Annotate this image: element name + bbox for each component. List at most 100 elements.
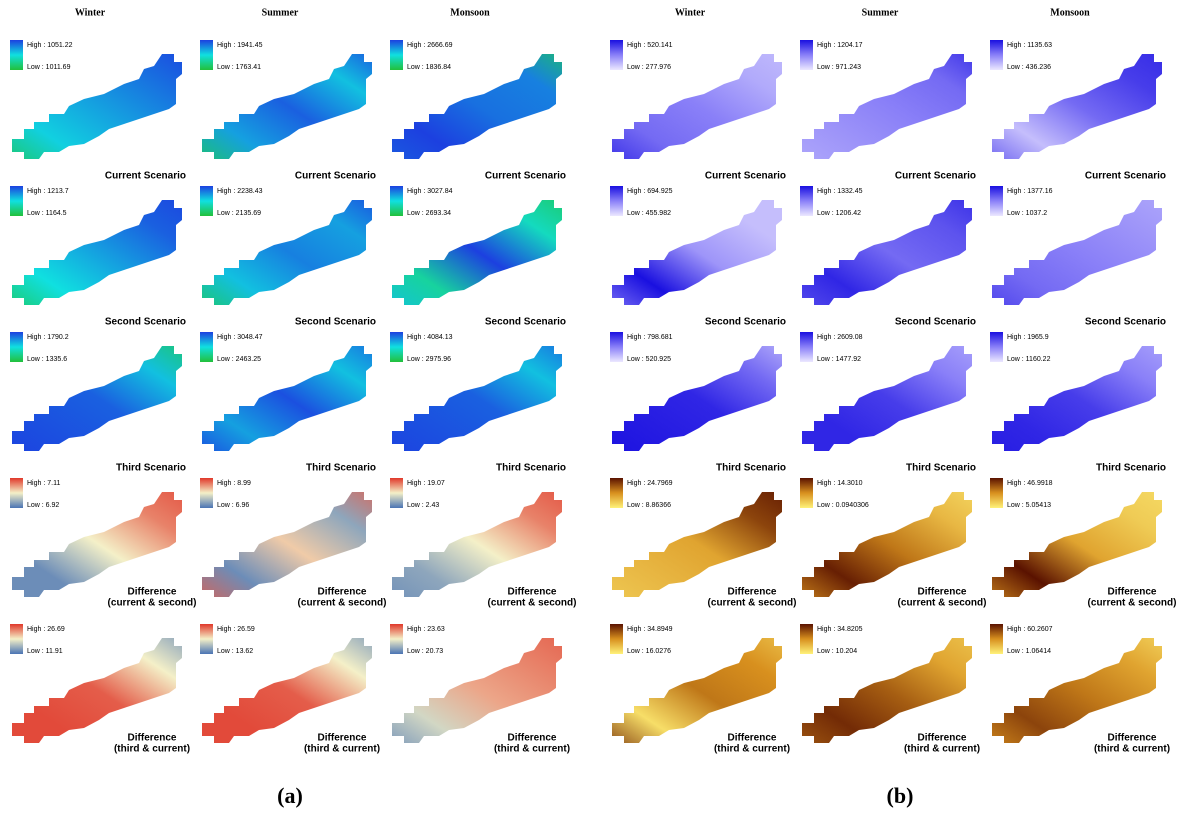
legend-swatch <box>800 332 813 362</box>
legend-high: High : 3027.84 <box>407 188 453 195</box>
legend-low: Low : 0.0940306 <box>817 502 869 509</box>
legend-swatch <box>990 478 1003 508</box>
map-caption: Third Scenario <box>116 463 186 474</box>
legend-swatch <box>990 186 1003 216</box>
legend-high: High : 2666.69 <box>407 42 453 49</box>
map-caption: Current Scenario <box>295 171 376 182</box>
map-caption: Third Scenario <box>1096 463 1166 474</box>
map-caption: (third & current) <box>114 744 190 755</box>
map-caption: Second Scenario <box>895 317 976 328</box>
map-caption: Second Scenario <box>295 317 376 328</box>
legend-high: High : 26.69 <box>27 626 65 633</box>
legend-swatch <box>610 186 623 216</box>
legend-swatch <box>800 186 813 216</box>
column-header: Summer <box>862 7 899 18</box>
column-header: Winter <box>675 7 706 18</box>
legend-swatch <box>990 332 1003 362</box>
legend-high: High : 1790.2 <box>27 334 69 341</box>
legend-high: High : 1204.17 <box>817 42 863 49</box>
map-caption: Second Scenario <box>1085 317 1166 328</box>
map-surface <box>384 336 574 461</box>
legend-high: High : 7.11 <box>27 480 60 487</box>
legend-low: Low : 2975.96 <box>407 356 451 363</box>
map-caption: Current Scenario <box>485 171 566 182</box>
legend-low: Low : 1164.5 <box>27 210 67 217</box>
page: {"panels": [ {"label": "(a)", "columns":… <box>0 0 1184 814</box>
legend-low: Low : 1206.42 <box>817 210 861 217</box>
legend-high: High : 14.3010 <box>817 480 863 487</box>
map-caption: Third Scenario <box>306 463 376 474</box>
column-header: Summer <box>262 7 299 18</box>
figure: WinterSummerMonsoonHigh : 1051.22Low : 1… <box>0 0 1184 814</box>
legend-swatch <box>800 478 813 508</box>
map-surface <box>4 190 194 315</box>
map-surface <box>604 44 794 169</box>
map-caption: Current Scenario <box>105 171 186 182</box>
legend-low: Low : 5.05413 <box>1007 502 1051 509</box>
legend-swatch <box>610 332 623 362</box>
map-caption: Difference <box>508 587 557 598</box>
legend-high: High : 46.9918 <box>1007 480 1053 487</box>
map-caption: Difference <box>1108 587 1157 598</box>
legend-low: Low : 20.73 <box>407 648 443 655</box>
legend-high: High : 1051.22 <box>27 42 73 49</box>
map-surface <box>604 336 794 461</box>
legend-low: Low : 11.91 <box>27 648 63 655</box>
legend-low: Low : 8.86366 <box>627 502 671 509</box>
map: High : 1790.2 Low : 1335.6 Third Scenario <box>4 332 194 474</box>
map-caption: Difference <box>318 733 367 744</box>
legend-high: High : 34.8205 <box>817 626 863 633</box>
map-caption: Difference <box>728 587 777 598</box>
legend-swatch <box>200 40 213 70</box>
legend-swatch <box>800 624 813 654</box>
map-caption: Difference <box>918 733 967 744</box>
legend-low: Low : 2463.25 <box>217 356 261 363</box>
map-caption: Difference <box>918 587 967 598</box>
map-surface <box>794 44 984 169</box>
map-caption: Difference <box>318 587 367 598</box>
legend-low: Low : 277.976 <box>627 64 671 71</box>
legend-swatch <box>10 624 23 654</box>
map-surface <box>4 336 194 461</box>
legend-high: High : 23.63 <box>407 626 445 633</box>
map-surface <box>794 190 984 315</box>
legend-low: Low : 455.982 <box>627 210 671 217</box>
map-caption: Difference <box>128 733 177 744</box>
legend-swatch <box>800 40 813 70</box>
legend-swatch <box>10 186 23 216</box>
legend-low: Low : 2693.34 <box>407 210 451 217</box>
map-surface <box>194 190 384 315</box>
legend-high: High : 1941.45 <box>217 42 263 49</box>
legend-swatch <box>200 624 213 654</box>
legend-high: High : 1213.7 <box>27 188 69 195</box>
map-caption: Third Scenario <box>716 463 786 474</box>
legend-swatch <box>200 478 213 508</box>
legend-swatch <box>610 40 623 70</box>
map: High : 26.69 Low : 11.91 Difference(third … <box>4 624 194 755</box>
map-caption: (third & current) <box>304 744 380 755</box>
map-surface <box>984 336 1174 461</box>
map: High : 1941.45 Low : 1763.41 Current Scena… <box>194 40 384 182</box>
map-caption: (current & second) <box>488 598 577 609</box>
map-caption: Difference <box>128 587 177 598</box>
legend-low: Low : 1335.6 <box>27 356 67 363</box>
legend-low: Low : 1763.41 <box>217 64 261 71</box>
map-caption: (third & current) <box>1094 744 1170 755</box>
map-caption: Current Scenario <box>705 171 786 182</box>
legend-low: Low : 971.243 <box>817 64 861 71</box>
